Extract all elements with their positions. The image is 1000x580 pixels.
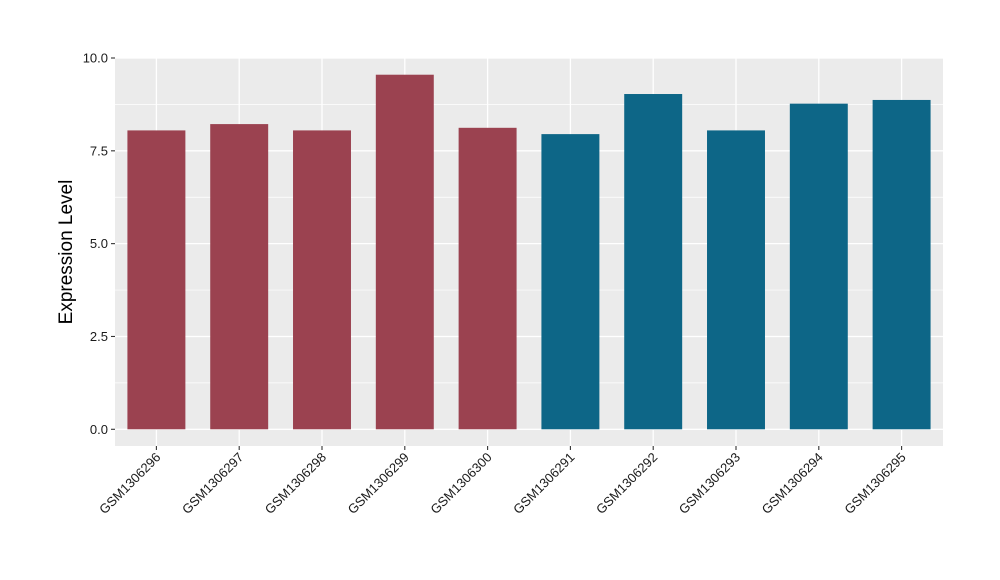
bar	[541, 134, 600, 430]
x-tick-label: GSM1306297	[179, 450, 246, 517]
bar	[458, 127, 517, 430]
x-tick-label: GSM1306291	[510, 450, 577, 517]
bar	[210, 124, 269, 430]
y-tick-label: 2.5	[90, 329, 108, 344]
bar	[872, 99, 931, 430]
x-tick-label: GSM1306293	[676, 450, 743, 517]
bar	[375, 74, 434, 430]
y-tick-label: 0.0	[90, 422, 108, 437]
bar	[127, 130, 186, 430]
x-tick-label: GSM1306298	[262, 450, 329, 517]
bar	[293, 130, 351, 430]
x-tick-label: GSM1306292	[593, 450, 660, 517]
bar	[707, 130, 765, 430]
x-tick-label: GSM1306294	[759, 450, 826, 517]
bar	[789, 103, 848, 430]
bars-group	[127, 74, 931, 430]
y-axis-title: Expression Level	[56, 180, 77, 325]
x-tick-label: GSM1306296	[96, 450, 163, 517]
x-tick-label: GSM1306295	[841, 450, 908, 517]
y-axis: 0.0 2.5 5.0 7.5 10.0	[83, 51, 115, 437]
y-tick-label: 10.0	[83, 51, 108, 66]
x-axis: GSM1306296 GSM1306297 GSM1306298 GSM1306299…	[96, 446, 909, 517]
x-tick-label: GSM1306300	[427, 450, 494, 517]
x-tick-label: GSM1306299	[345, 450, 412, 517]
bar	[624, 94, 683, 430]
y-tick-label: 7.5	[90, 143, 108, 158]
y-tick-label: 5.0	[90, 236, 108, 251]
